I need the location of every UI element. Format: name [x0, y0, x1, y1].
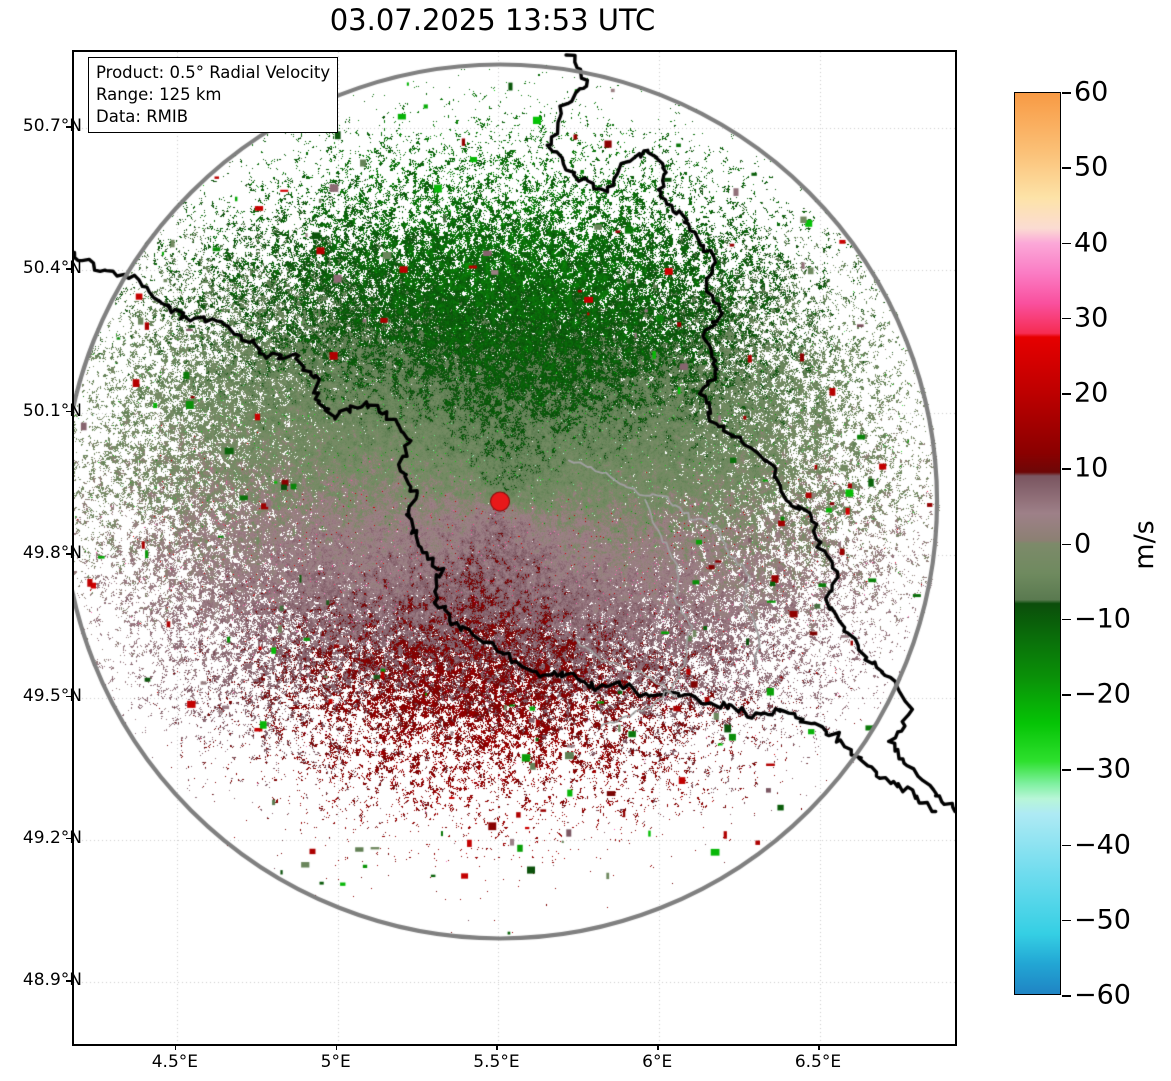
y-tick-label: 50.4°N	[22, 258, 82, 279]
colorbar-tick-label: −60	[1074, 979, 1131, 1011]
colorbar-tick-label: 30	[1074, 302, 1109, 334]
colorbar-tick-mark	[1062, 92, 1071, 94]
y-tick-label: 50.7°N	[22, 115, 82, 136]
y-tick-mark	[66, 837, 72, 840]
x-tick-label: 4.5°E	[151, 1052, 199, 1072]
info-box: Product: 0.5° Radial Velocity Range: 125…	[88, 57, 339, 134]
y-tick-mark	[66, 553, 72, 555]
x-tick-mark	[174, 1044, 177, 1050]
y-tick-mark	[66, 980, 72, 982]
y-tick-mark	[66, 695, 72, 698]
colorbar-tick-label: −40	[1074, 829, 1131, 860]
x-tick-label: 6°E	[642, 1052, 673, 1072]
colorbar-tick-mark	[1062, 393, 1071, 395]
colorbar-tick-label: −30	[1074, 753, 1131, 785]
y-tick-label: 49.8°N	[22, 543, 82, 564]
colorbar-tick-mark	[1062, 995, 1071, 997]
x-tick-mark	[817, 1044, 820, 1050]
info-product: Product: 0.5° Radial Velocity	[96, 63, 331, 82]
map-canvas-container	[74, 52, 955, 1044]
y-tick-label: 50.1°N	[22, 400, 82, 421]
y-tick-mark	[66, 125, 72, 128]
y-tick-label: 49.5°N	[22, 685, 82, 706]
x-tick-label: 5°E	[320, 1052, 351, 1072]
y-tick-label: 49.2°N	[22, 827, 82, 848]
colorbar-tick-mark	[1062, 919, 1071, 922]
colorbar-tick-label: −50	[1074, 904, 1131, 936]
colorbar-tick-label: 50	[1074, 151, 1109, 183]
info-range: Range: 125 km	[96, 84, 222, 104]
info-data: Data: RMIB	[96, 106, 189, 126]
x-tick-label: 5.5°E	[473, 1052, 520, 1072]
y-tick-mark	[66, 410, 72, 413]
colorbar-tick-mark	[1062, 242, 1071, 245]
colorbar-tick-label: 10	[1074, 452, 1109, 484]
colorbar-tick-mark	[1062, 694, 1071, 696]
colorbar[interactable]	[1014, 92, 1061, 995]
x-tick-mark	[335, 1044, 338, 1050]
x-tick-mark	[657, 1044, 659, 1050]
map-plot-area[interactable]: Product: 0.5° Radial Velocity Range: 125…	[72, 50, 957, 1046]
radar-site-marker	[74, 52, 955, 1044]
colorbar-tick-mark	[1062, 317, 1071, 320]
colorbar-tick-label: −10	[1074, 603, 1131, 635]
page-title: 03.07.2025 13:53 UTC	[329, 3, 656, 37]
colorbar-tick-label: 20	[1074, 377, 1109, 409]
x-tick-mark	[496, 1044, 499, 1050]
colorbar-unit-label: m/s	[1129, 520, 1161, 570]
y-tick-label: 48.9°N	[22, 970, 82, 991]
colorbar-tick-mark	[1062, 618, 1071, 621]
colorbar-tick-mark	[1062, 468, 1071, 470]
colorbar-tick-mark	[1062, 543, 1071, 546]
colorbar-gradient	[1015, 93, 1060, 994]
colorbar-tick-label: 0	[1074, 528, 1092, 559]
colorbar-tick-label: 60	[1074, 76, 1109, 108]
colorbar-tick-label: −20	[1074, 678, 1131, 710]
colorbar-tick-mark	[1062, 844, 1071, 847]
y-tick-mark	[66, 268, 72, 270]
x-tick-label: 6.5°E	[794, 1052, 842, 1072]
colorbar-tick-mark	[1062, 769, 1071, 771]
colorbar-tick-mark	[1062, 167, 1071, 169]
colorbar-tick-label: 40	[1074, 227, 1109, 258]
